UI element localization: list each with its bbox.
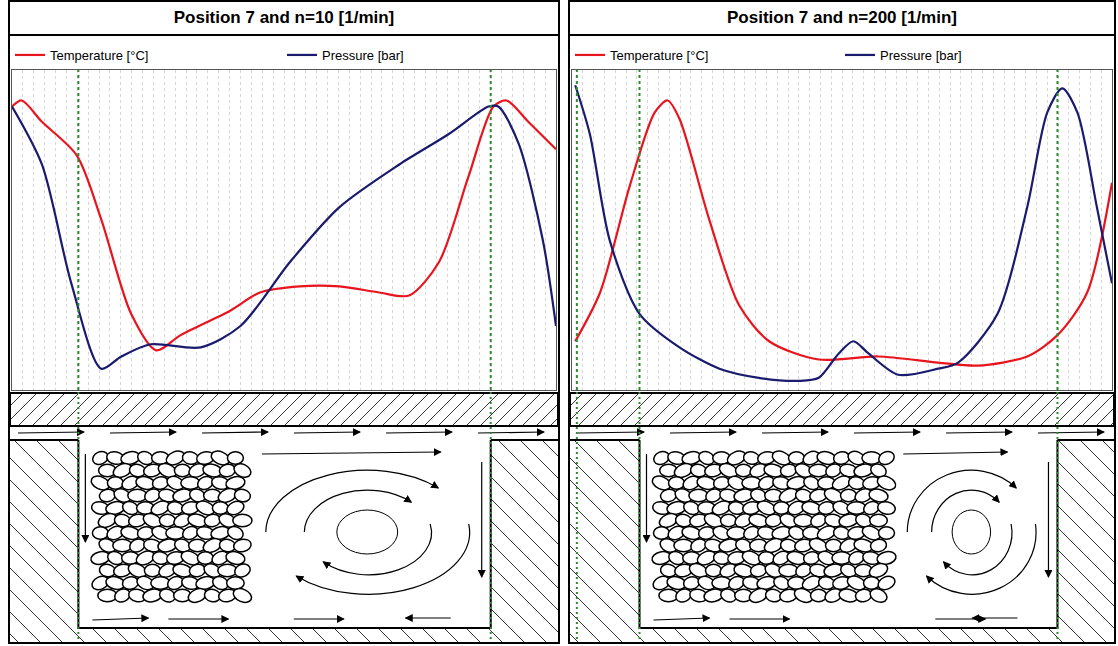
svg-text:Pressure [bar]: Pressure [bar]	[322, 48, 404, 63]
svg-text:Pressure [bar]: Pressure [bar]	[880, 48, 962, 63]
svg-text:Temperature [°C]: Temperature [°C]	[610, 48, 708, 63]
html-text:Position 7 and n=200 [1/min]: Position 7 and n=200 [1/min]	[727, 8, 957, 27]
svg-text:Temperature [°C]: Temperature [°C]	[50, 48, 148, 63]
html-text:Position 7 and n=10 [1/min]: Position 7 and n=10 [1/min]	[173, 8, 395, 27]
